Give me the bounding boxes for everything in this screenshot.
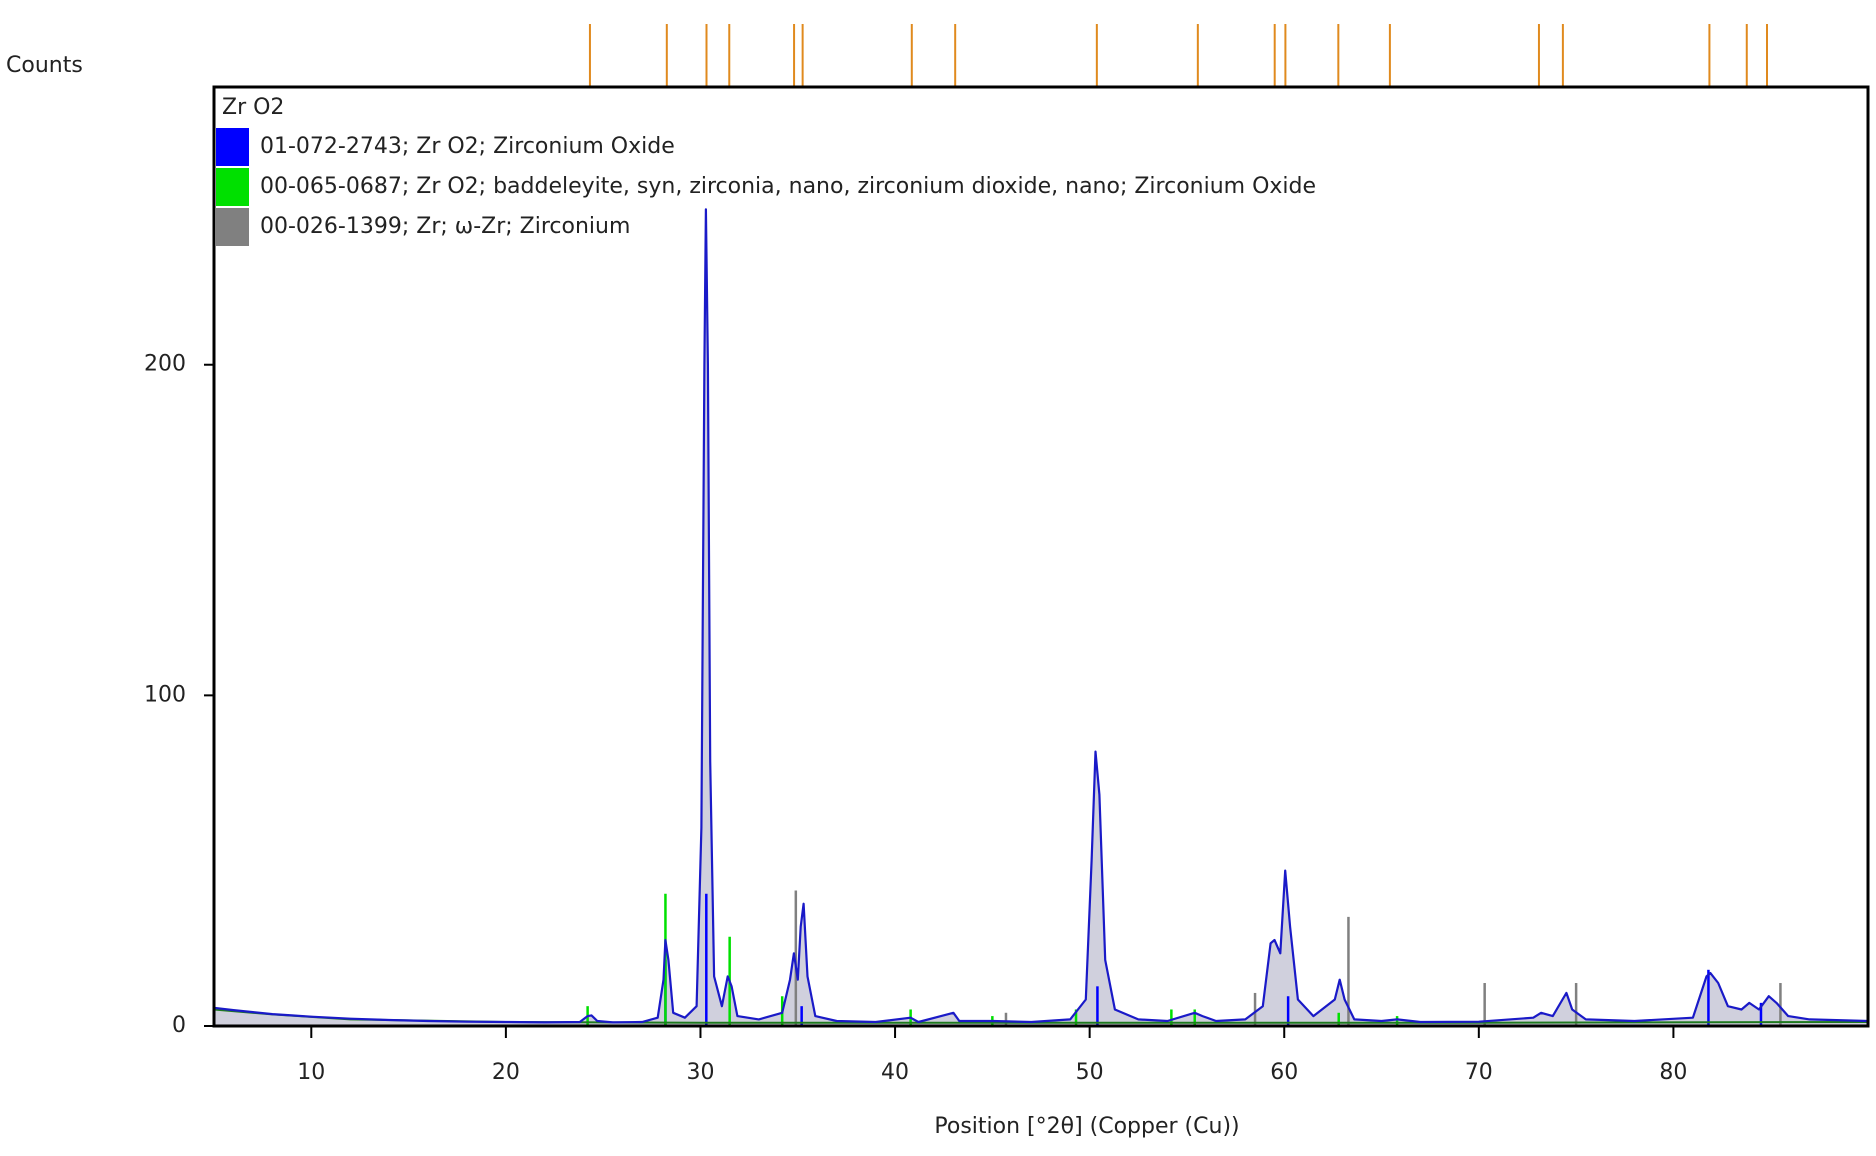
legend-title: Zr O2 [222,95,284,120]
x-axis-label: Position [°2θ] (Copper (Cu)) [934,1114,1239,1139]
x-tick-label: 20 [492,1060,520,1085]
legend-label: 00-026-1399; Zr; ω-Zr; Zirconium [260,214,630,239]
plot-frame [212,85,1870,1028]
legend-swatch [216,208,249,246]
legend-label: 00-065-0687; Zr O2; baddeleyite, syn, zi… [260,174,1316,199]
legend-swatch [216,128,249,166]
y-tick-label: 100 [144,682,186,707]
legend-swatch [216,168,249,206]
area-fill [214,209,1868,1027]
x-tick-label: 40 [881,1060,909,1085]
x-tick-label: 60 [1270,1060,1298,1085]
x-tick-label: 80 [1659,1060,1687,1085]
y-tick-label: 200 [144,352,186,377]
legend-label: 01-072-2743; Zr O2; Zirconium Oxide [260,134,675,159]
x-tick-label: 10 [297,1060,325,1085]
y-tick-label: 0 [172,1013,186,1038]
y-axis-label: Counts [6,53,83,78]
x-tick-label: 70 [1465,1060,1493,1085]
measured-line [213,208,1869,1024]
x-tick-label: 50 [1076,1060,1104,1085]
x-tick-label: 30 [686,1060,714,1085]
